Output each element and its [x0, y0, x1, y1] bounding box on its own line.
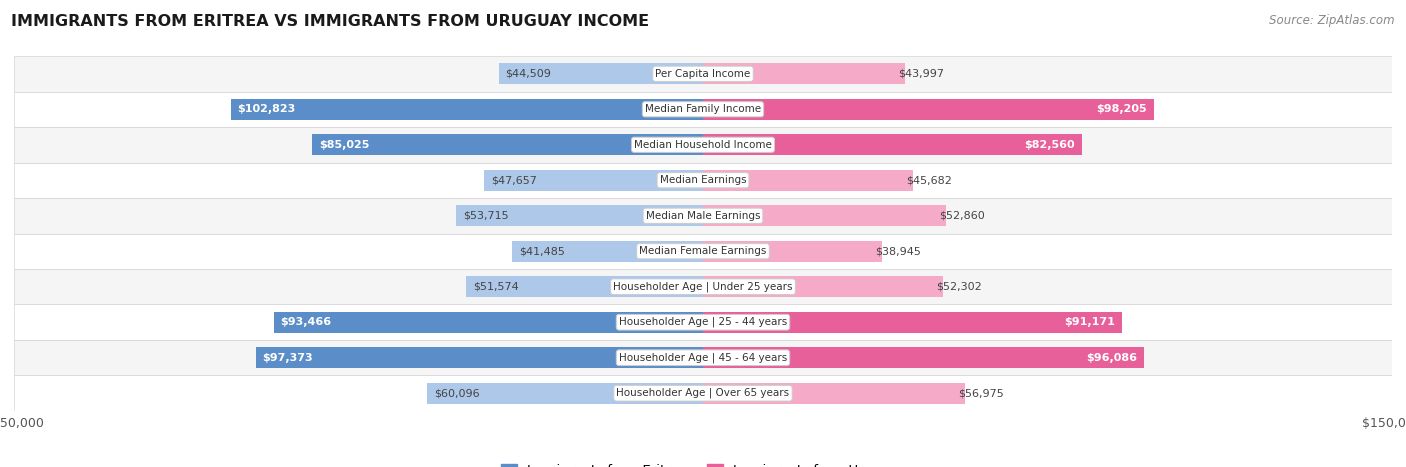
Text: Per Capita Income: Per Capita Income	[655, 69, 751, 79]
Bar	[703, 382, 965, 404]
Bar	[499, 63, 703, 85]
Text: Median Earnings: Median Earnings	[659, 175, 747, 185]
Bar	[14, 56, 1392, 92]
Bar	[467, 276, 703, 297]
Text: Median Female Earnings: Median Female Earnings	[640, 246, 766, 256]
Text: $38,945: $38,945	[875, 246, 921, 256]
Text: $97,373: $97,373	[263, 353, 314, 363]
Text: Householder Age | Under 25 years: Householder Age | Under 25 years	[613, 282, 793, 292]
Text: $51,574: $51,574	[472, 282, 519, 292]
Text: $93,466: $93,466	[281, 317, 332, 327]
Text: $44,509: $44,509	[506, 69, 551, 79]
Text: Source: ZipAtlas.com: Source: ZipAtlas.com	[1270, 14, 1395, 27]
Bar	[312, 134, 703, 156]
Text: Householder Age | 25 - 44 years: Householder Age | 25 - 44 years	[619, 317, 787, 327]
Bar	[703, 347, 1144, 368]
Bar	[457, 205, 703, 226]
Bar	[14, 340, 1392, 375]
Bar	[427, 382, 703, 404]
Text: $45,682: $45,682	[905, 175, 952, 185]
Text: $60,096: $60,096	[434, 388, 479, 398]
Bar	[484, 170, 703, 191]
Text: $96,086: $96,086	[1087, 353, 1137, 363]
Text: $85,025: $85,025	[319, 140, 370, 150]
Text: Householder Age | Over 65 years: Householder Age | Over 65 years	[616, 388, 790, 398]
Text: Median Household Income: Median Household Income	[634, 140, 772, 150]
Bar	[703, 134, 1083, 156]
Bar	[274, 311, 703, 333]
Bar	[14, 375, 1392, 411]
Text: $52,860: $52,860	[939, 211, 984, 221]
Bar	[14, 234, 1392, 269]
Bar	[14, 127, 1392, 163]
Text: $41,485: $41,485	[519, 246, 565, 256]
Text: Householder Age | 45 - 64 years: Householder Age | 45 - 64 years	[619, 353, 787, 363]
Text: $53,715: $53,715	[463, 211, 509, 221]
Text: IMMIGRANTS FROM ERITREA VS IMMIGRANTS FROM URUGUAY INCOME: IMMIGRANTS FROM ERITREA VS IMMIGRANTS FR…	[11, 14, 650, 29]
Bar	[231, 99, 703, 120]
Bar	[14, 269, 1392, 304]
Text: $47,657: $47,657	[491, 175, 537, 185]
Bar	[512, 241, 703, 262]
Text: Median Male Earnings: Median Male Earnings	[645, 211, 761, 221]
Text: $98,205: $98,205	[1097, 104, 1147, 114]
Text: Median Family Income: Median Family Income	[645, 104, 761, 114]
Bar	[703, 63, 905, 85]
Bar	[14, 92, 1392, 127]
Text: $102,823: $102,823	[238, 104, 295, 114]
Bar	[256, 347, 703, 368]
Bar	[703, 170, 912, 191]
Text: $82,560: $82,560	[1025, 140, 1076, 150]
Bar	[14, 304, 1392, 340]
Bar	[703, 311, 1122, 333]
Bar	[703, 276, 943, 297]
Bar	[14, 198, 1392, 234]
Text: $56,975: $56,975	[957, 388, 1004, 398]
Bar	[703, 205, 946, 226]
Bar	[14, 163, 1392, 198]
Text: $43,997: $43,997	[898, 69, 945, 79]
Legend: Immigrants from Eritrea, Immigrants from Uruguay: Immigrants from Eritrea, Immigrants from…	[495, 459, 911, 467]
Text: $52,302: $52,302	[936, 282, 981, 292]
Bar	[703, 241, 882, 262]
Text: $91,171: $91,171	[1064, 317, 1115, 327]
Bar	[703, 99, 1154, 120]
